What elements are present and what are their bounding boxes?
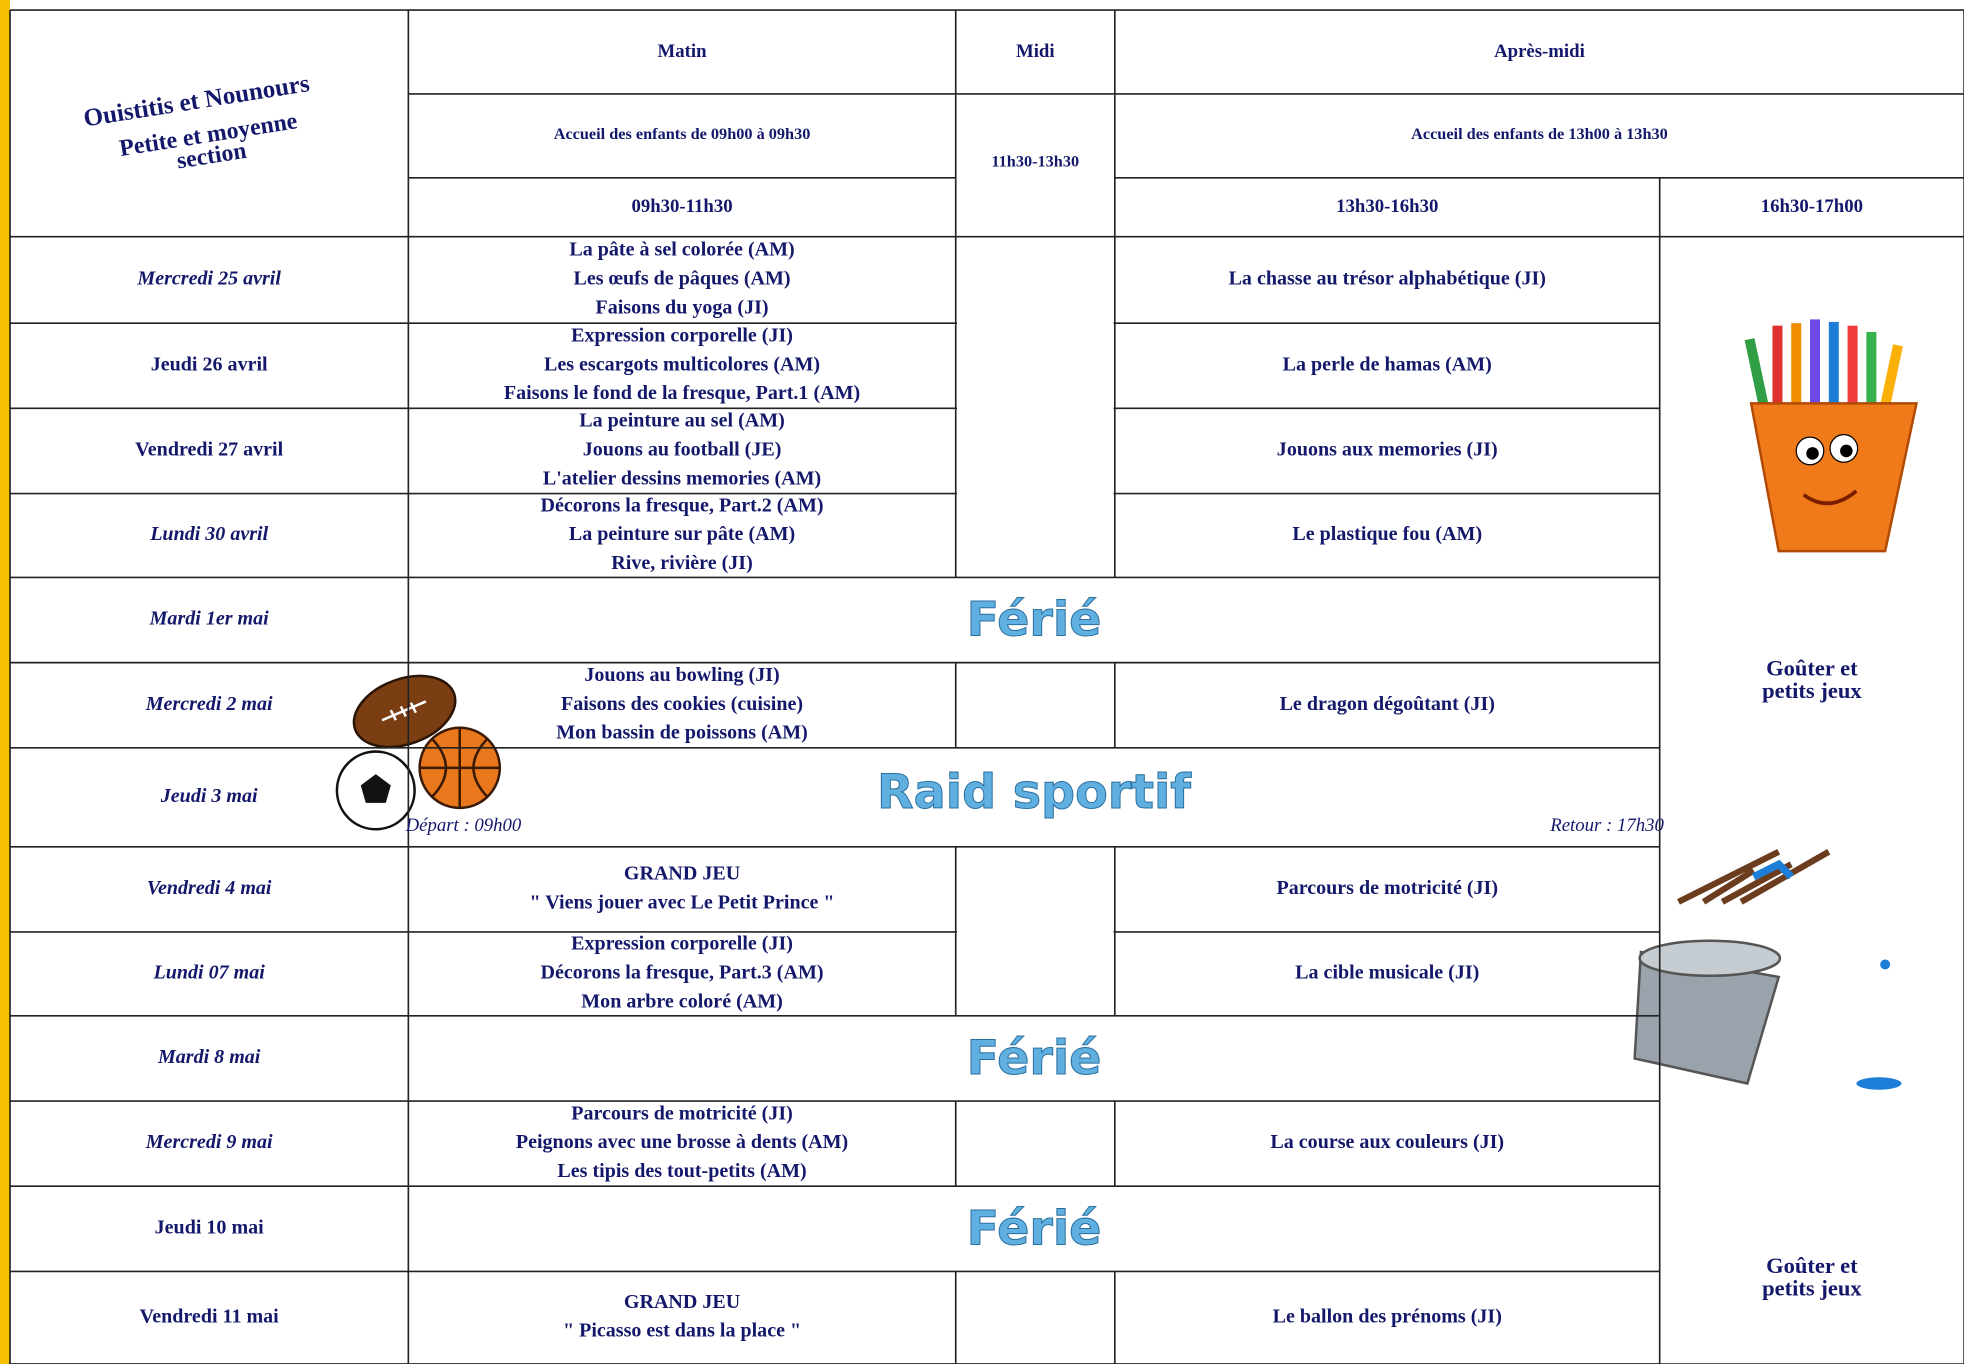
- morning-activity: Jouons au bowling (JI): [584, 664, 779, 686]
- day-label: Lundi 30 avril: [149, 523, 268, 545]
- morning-activity: Mon arbre coloré (AM): [581, 990, 783, 1012]
- morning-activity: Les œufs de pâques (AM): [574, 268, 791, 290]
- afternoon-activity: La cible musicale (JI): [1295, 961, 1479, 983]
- holiday-label: Férié: [967, 1201, 1102, 1256]
- day-label: Vendredi 27 avril: [135, 439, 283, 461]
- morning-activity: Les escargots multicolores (AM): [544, 353, 820, 375]
- header-cell: Accueil des enfants de 13h00 à 13h30: [1411, 124, 1668, 143]
- header-cell: 13h30-16h30: [1336, 196, 1438, 217]
- pencil-cup: [1744, 319, 1919, 553]
- event-return: Retour : 17h30: [1549, 815, 1664, 836]
- morning-activity: La peinture sur pâte (AM): [569, 523, 795, 545]
- day-label: Mardi 8 mai: [157, 1046, 261, 1068]
- morning-activity: Parcours de motricité (JI): [571, 1102, 793, 1124]
- day-label: Lundi 07 mai: [153, 961, 266, 983]
- morning-activity: " Viens jouer avec Le Petit Prince ": [530, 891, 835, 913]
- afternoon-activity: Le plastique fou (AM): [1292, 523, 1482, 545]
- header-cell: Midi: [1016, 41, 1055, 62]
- morning-activity: Peignons avec une brosse à dents (AM): [516, 1131, 848, 1153]
- sport-balls: [335, 674, 502, 831]
- snack-label: Goûter et: [1766, 1253, 1858, 1278]
- day-label: Vendredi 11 mai: [140, 1305, 280, 1327]
- morning-activity: GRAND JEU: [624, 863, 740, 885]
- header-cell: Matin: [658, 41, 708, 62]
- morning-activity: Expression corporelle (JI): [571, 325, 793, 347]
- afternoon-activity: Jouons aux memories (JI): [1277, 439, 1498, 461]
- day-label: Mercredi 9 mai: [145, 1131, 273, 1153]
- morning-activity: Expression corporelle (JI): [571, 933, 793, 955]
- afternoon-activity: Le dragon dégoûtant (JI): [1280, 693, 1495, 715]
- morning-activity: Décorons la fresque, Part.3 (AM): [541, 961, 824, 983]
- morning-activity: Faisons du yoga (JI): [595, 296, 768, 318]
- header-cell: 11h30-13h30: [991, 152, 1079, 171]
- day-label: Mercredi 2 mai: [145, 693, 273, 715]
- day-label: Mardi 1er mai: [149, 608, 270, 630]
- header-cell: Accueil des enfants de 09h00 à 09h30: [554, 124, 811, 143]
- morning-activity: Les tipis des tout-petits (AM): [557, 1160, 806, 1182]
- afternoon-activity: La perle de hamas (AM): [1283, 353, 1492, 375]
- day-label: Mercredi 25 avril: [136, 268, 281, 290]
- header-cell: 09h30-11h30: [631, 196, 732, 217]
- day-label: Vendredi 4 mai: [147, 877, 272, 899]
- side-stripe: [0, 0, 10, 1364]
- event-departure: Départ : 09h00: [405, 815, 522, 836]
- afternoon-activity: Le ballon des prénoms (JI): [1273, 1305, 1502, 1327]
- holiday-label: Férié: [967, 593, 1102, 648]
- morning-activity: Faisons des cookies (cuisine): [561, 693, 803, 715]
- morning-activity: Mon bassin de poissons (AM): [556, 722, 808, 744]
- afternoon-activity: Parcours de motricité (JI): [1276, 877, 1498, 899]
- day-label: Jeudi 3 mai: [160, 785, 258, 807]
- morning-activity: Rive, rivière (JI): [611, 552, 752, 574]
- morning-activity: GRAND JEU: [624, 1291, 740, 1313]
- morning-activity: La peinture au sel (AM): [579, 410, 785, 432]
- snack-label: petits jeux: [1762, 678, 1862, 703]
- header-cell: 16h30-17h00: [1761, 196, 1863, 217]
- snack-label: Goûter et: [1766, 655, 1858, 680]
- snack-label: petits jeux: [1762, 1275, 1862, 1300]
- day-label: Jeudi 10 mai: [155, 1216, 265, 1238]
- afternoon-activity: La chasse au trésor alphabétique (JI): [1229, 268, 1546, 290]
- morning-activity: Décorons la fresque, Part.2 (AM): [541, 494, 824, 516]
- header-cell: Après-midi: [1494, 41, 1585, 62]
- morning-activity: Faisons le fond de la fresque, Part.1 (A…: [504, 382, 860, 404]
- event-label: Raid sportif: [877, 765, 1192, 820]
- afternoon-activity: La course aux couleurs (JI): [1270, 1131, 1504, 1153]
- holiday-label: Férié: [967, 1031, 1102, 1086]
- morning-activity: L'atelier dessins memories (AM): [543, 467, 821, 489]
- paint-bucket: [1633, 848, 1902, 1090]
- day-label: Jeudi 26 avril: [151, 353, 268, 375]
- morning-activity: La pâte à sel colorée (AM): [569, 239, 794, 261]
- morning-activity: Jouons au football (JE): [583, 439, 782, 461]
- schedule-table: Matin Midi Après-midi Accueil des enfants d…: [9, 9, 1964, 1364]
- morning-activity: " Picasso est dans la place ": [563, 1320, 801, 1342]
